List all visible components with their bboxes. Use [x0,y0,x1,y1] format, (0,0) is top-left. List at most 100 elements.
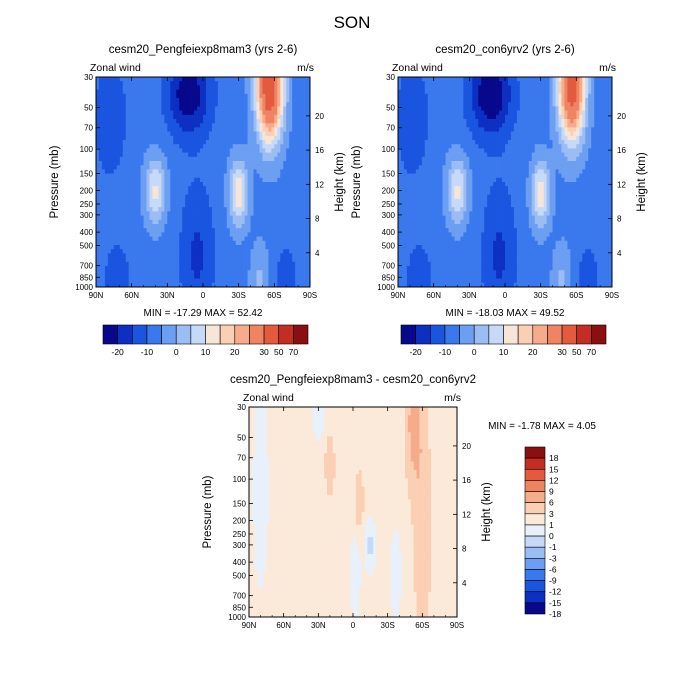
contour-cell [253,144,257,149]
contour-cell [194,77,198,82]
contour-cell [208,186,213,191]
contour-cell [510,127,515,132]
contour-cell [149,127,153,132]
contour-cell [128,152,133,158]
contour-cell [208,106,213,111]
contour-cell [217,106,222,111]
contour-cell [96,165,100,170]
contour-cell [253,127,257,132]
contour-cell [277,144,281,149]
contour-cell [292,215,296,221]
contour-cell [418,148,423,153]
contour-cell [158,169,162,174]
contour-cell [128,198,133,204]
contour-cell [460,114,464,120]
contour-cell [403,93,408,99]
contour-cell [146,106,150,111]
contour-cell [597,144,601,149]
contour-cell [256,169,260,174]
contour-cell [268,119,272,124]
contour-cell [229,165,234,170]
contour-cell [244,270,248,275]
contour-cell [238,135,242,141]
contour-cell [173,119,177,124]
contour-cell [200,114,204,120]
contour-cell [400,114,405,120]
contour-cell [600,123,604,128]
contour-cell [149,93,153,99]
contour-cell [457,98,461,103]
contour-cell [513,85,518,90]
contour-cell [152,198,156,204]
contour-cell [107,127,112,132]
contour-cell [510,89,515,95]
contour-cell [179,85,183,90]
contour-cell [286,119,290,124]
contour-cell [292,186,296,191]
contour-cell [161,215,165,221]
contour-cell [247,215,251,221]
contour-cell [104,177,109,183]
contour-cell [505,127,509,132]
contour-cell [250,135,254,141]
contour-cell [454,127,458,132]
contour-cell [289,144,293,149]
contour-cell [549,77,553,82]
contour-cell [250,144,254,149]
contour-cell [146,165,150,170]
contour-cell [295,177,299,183]
contour-cell [107,211,112,216]
contour-cell [247,211,251,216]
contour-cell [256,156,260,162]
contour-cell [241,81,245,86]
contour-cell [185,232,189,237]
contour-cell [522,93,527,99]
contour-cell [570,148,574,153]
contour-cell [176,253,180,258]
contour-cell [250,177,254,183]
contour-cell [265,140,269,145]
contour-cell [134,190,138,195]
contour-cell [223,148,228,153]
contour-cell [289,282,293,288]
contour-cell [253,156,257,162]
contour-cell [217,274,222,279]
contour-cell [200,156,204,162]
contour-cell [298,152,302,158]
contour-cell [588,106,592,111]
contour-cell [454,131,458,137]
contour-cell [188,89,192,95]
contour-cell [576,110,580,116]
contour-cell [155,224,159,229]
contour-cell [552,114,556,120]
contour-cell [137,240,141,246]
contour-cell [185,215,189,221]
contour-cell [229,98,234,103]
contour-cell [137,266,141,271]
contour-cell [442,110,446,116]
contour-cell [274,257,278,263]
contour-cell [203,211,207,216]
contour-cell [289,240,293,246]
contour-cell [155,203,159,208]
contour-cell [262,77,266,82]
contour-cell [295,77,299,82]
contour-cell [140,249,144,254]
contour-cell [289,270,293,275]
contour-cell [197,211,201,216]
contour-cell [398,106,402,111]
contour-cell [143,81,147,86]
contour-cell [576,131,580,137]
contour-cell [427,106,432,111]
contour-cell [217,110,222,116]
contour-cell [304,207,308,212]
contour-cell [244,98,248,103]
contour-cell [134,169,138,174]
contour-cell [119,98,124,103]
contour-cell [594,98,598,103]
contour-cell [220,245,225,250]
contour-cell [170,135,174,141]
contour-cell [274,215,278,221]
contour-cell [208,148,213,153]
contour-cell [164,119,168,124]
